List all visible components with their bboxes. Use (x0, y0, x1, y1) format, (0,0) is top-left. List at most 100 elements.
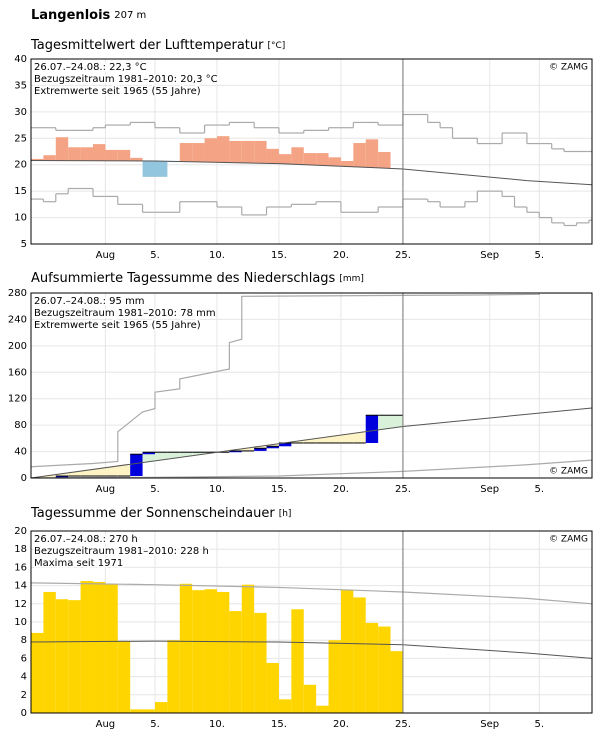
deviation-fill (254, 446, 267, 449)
period-label: 26.07.–24.08.: 22,3 °C (34, 62, 147, 73)
sunshine-bar (192, 590, 205, 713)
chart-title: Tagesmittelwert der Lufttemperatur [°C] (30, 38, 285, 53)
y-tick-label: 2 (21, 690, 27, 701)
station-name: Langenlois (31, 8, 111, 23)
period-label: 26.07.–24.08.: 270 h (34, 534, 138, 545)
anomaly-bar (117, 149, 131, 161)
sunshine-bar (80, 581, 93, 713)
y-tick-label: 120 (8, 394, 27, 405)
y-tick-label: 10 (14, 617, 27, 628)
title-text: Tagesmittelwert der Lufttemperatur (30, 38, 264, 53)
anomaly-bar (216, 136, 230, 163)
deviation-fill (241, 447, 255, 451)
precip-step (55, 476, 69, 478)
y-tick-label: 6 (21, 653, 27, 664)
anomaly-bar (316, 153, 329, 166)
deviation-fill (266, 444, 279, 447)
plot-frame (30, 292, 593, 479)
sunshine-bar (316, 705, 329, 713)
precip-step (229, 450, 242, 453)
sunshine-bar (167, 640, 180, 713)
y-tick-label: 240 (8, 314, 27, 325)
deviation-fill (80, 470, 93, 477)
y-tick-label: 40 (14, 54, 27, 65)
anomaly-bar (192, 143, 205, 162)
anomaly-bar (43, 155, 56, 161)
anomaly-bar (92, 144, 106, 161)
sunshine-bar (154, 702, 168, 713)
sunshine-bar (241, 584, 255, 713)
header: Langenlois 207 m (31, 8, 146, 23)
x-tick-label: 25. (395, 484, 411, 495)
reference-label: Bezugszeitraum 1981–2010: 78 mm (34, 308, 216, 319)
elevation: 207 m (114, 10, 146, 21)
anomaly-bar (80, 147, 93, 161)
anomaly-bar (353, 143, 366, 168)
x-tick-label: 20. (333, 719, 349, 729)
anomaly-bar (303, 153, 317, 165)
sunshine-bar (291, 609, 304, 713)
deviation-fill (179, 452, 193, 457)
sunshine-bar (204, 589, 217, 713)
anomaly-bar (142, 160, 155, 177)
plot-frame (30, 58, 593, 245)
sunshine-bar (278, 699, 292, 713)
y-tick-label: 20 (14, 526, 27, 537)
y-tick-label: 40 (14, 447, 27, 458)
x-tick-label: Sep (480, 250, 499, 261)
anomaly-bar (105, 149, 118, 161)
plot (31, 113, 592, 227)
deviation-fill (353, 432, 366, 443)
anomaly-bar (340, 161, 354, 167)
extremes-label: Extremwerte seit 1965 (55 Jahre) (34, 320, 201, 331)
chart: Tagessumme der Sonnenscheindauer [h] 0 2 4 6 8… (14, 506, 593, 729)
chart: Aufsummierte Tagessumme des Niederschlag… (8, 271, 593, 495)
x-tick-label: 15. (271, 719, 287, 729)
sunshine-bar (179, 583, 193, 713)
anomaly-bar (68, 147, 81, 161)
deviation-fill (390, 415, 403, 428)
x-tick-label: 25. (395, 250, 411, 261)
deviation-fill (316, 437, 329, 443)
y-tick-label: 0 (21, 708, 27, 719)
sunshine-bar (55, 599, 69, 713)
deviation-fill (167, 452, 180, 459)
x-tick-label: 5. (535, 250, 545, 261)
copyright: © ZAMG (549, 467, 588, 477)
x-tick-label: 5. (150, 250, 160, 261)
x-tick-label: 5. (150, 719, 160, 729)
deviation-fill (303, 439, 317, 443)
y-tick-label: 0 (21, 473, 27, 484)
anomaly-bar (31, 158, 44, 161)
y-tick-label: 80 (14, 420, 27, 431)
y-tick-label: 4 (21, 672, 27, 683)
anomaly-bar (254, 140, 267, 164)
y-tick-label: 280 (8, 288, 27, 299)
precip-step (266, 446, 279, 449)
chart-title: Tagessumme der Sonnenscheindauer [h] (30, 506, 291, 521)
anomaly-bar (55, 137, 69, 161)
reference-label: Bezugszeitraum 1981–2010: 20,3 °C (34, 74, 218, 85)
deviation-fill (154, 452, 168, 460)
y-tick-label: 30 (14, 107, 27, 118)
sunshine-bar (31, 632, 44, 713)
extremes-label: Maxima seit 1971 (34, 558, 123, 569)
y-tick-label: 25 (14, 133, 27, 144)
y-tick-label: 8 (21, 635, 27, 646)
anomaly-bar (229, 140, 242, 163)
x-tick-label: 15. (271, 484, 287, 495)
extreme-line (31, 293, 592, 468)
sunshine-bar (229, 611, 242, 713)
normal-line (31, 159, 592, 186)
y-tick-label: 15 (14, 186, 27, 197)
deviation-fill (92, 468, 106, 477)
y-tick-label: 5 (21, 239, 27, 250)
x-tick-label: 15. (271, 250, 287, 261)
chart: Tagesmittelwert der Lufttemperatur [°C] 5 1… (14, 38, 593, 261)
x-tick-label: 5. (150, 484, 160, 495)
chart-title: Aufsummierte Tagessumme des Niederschlag… (31, 271, 364, 286)
anomaly-bar (291, 147, 304, 165)
anomaly-bar (130, 157, 143, 161)
x-tick-label: 20. (333, 484, 349, 495)
